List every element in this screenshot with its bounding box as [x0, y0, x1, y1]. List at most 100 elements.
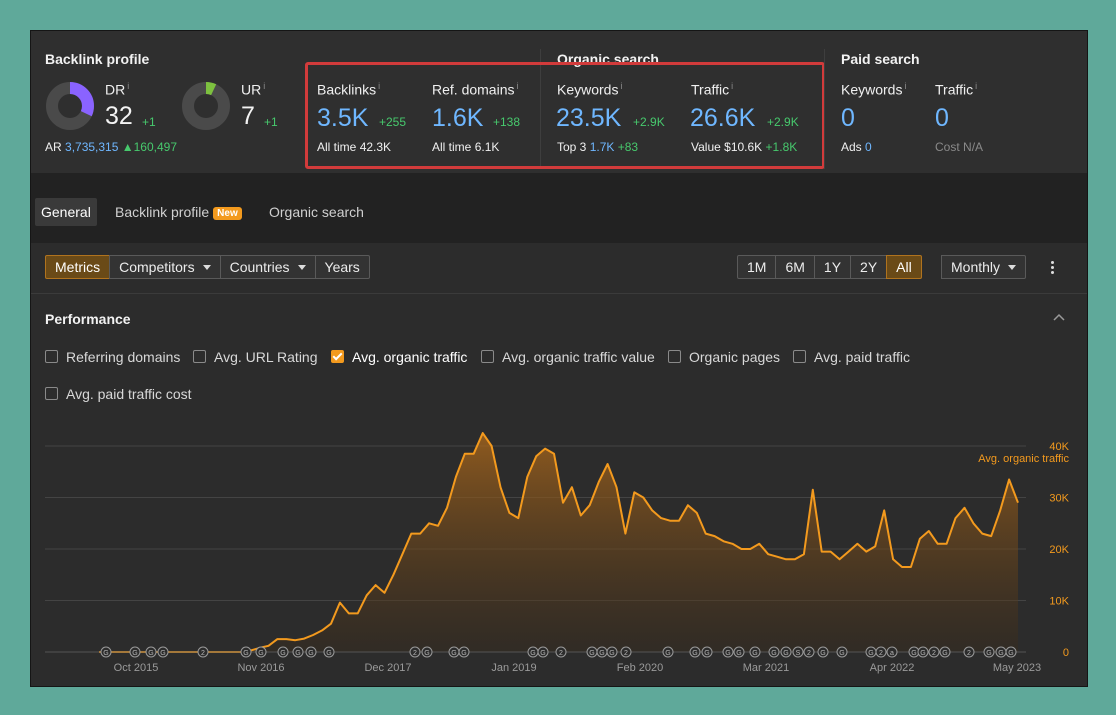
event-marker-label: G [752, 650, 757, 657]
event-marker-label: 2 [201, 650, 205, 657]
y-tick-label: 20K [1049, 544, 1069, 556]
event-marker [458, 646, 470, 658]
paid-keywords-value[interactable]: 0 [841, 104, 855, 132]
event-marker [555, 646, 567, 658]
dr-donut-chart [46, 82, 94, 130]
event-marker-label: G [1008, 650, 1013, 657]
event-marker [749, 646, 761, 658]
metrics-button[interactable]: Metrics [45, 255, 111, 279]
event-marker [409, 646, 421, 658]
ur-donut-arc [182, 82, 230, 130]
checkbox-avg-paid-traffic[interactable]: Avg. paid traffic [793, 349, 910, 365]
checkbox-organic-pages[interactable]: Organic pages [668, 349, 780, 365]
backlinks-delta: +255 [379, 115, 407, 129]
more-options-icon[interactable] [1045, 259, 1059, 277]
event-marker-label: 2 [932, 650, 936, 657]
countries-dropdown[interactable]: Countries [219, 255, 316, 279]
event-marker-label: G [665, 650, 670, 657]
event-marker-label: G [243, 650, 248, 657]
event-marker-label: G [839, 650, 844, 657]
event-marker-label: G [424, 650, 429, 657]
backlinks-value[interactable]: 3.5K [317, 104, 369, 132]
organic-traffic-delta: +2.9K [767, 115, 799, 129]
organic-traffic-value-row: Value $10.6K +1.8K [691, 140, 798, 154]
event-marker-label: G [820, 650, 825, 657]
x-tick-label: Nov 2016 [237, 662, 284, 674]
paid-ads: Ads 0 [841, 140, 872, 154]
checkbox-avg-paid-traffic-cost[interactable]: Avg. paid traffic cost [45, 386, 192, 402]
y-tick-label: 40K [1049, 441, 1069, 453]
range-2y-button[interactable]: 2Y [850, 255, 888, 279]
event-marker [240, 646, 252, 658]
competitors-dropdown[interactable]: Competitors [109, 255, 221, 279]
highlight-box [305, 62, 825, 169]
paid-search-title: Paid search [841, 51, 920, 67]
info-icon: i [378, 81, 381, 91]
years-button[interactable]: Years [314, 255, 370, 279]
info-icon: i [975, 81, 978, 91]
checkbox-avg-url-rating[interactable]: Avg. URL Rating [193, 349, 318, 365]
tab-backlink-profile[interactable]: Backlink profile New [115, 204, 242, 220]
organic-keywords-value[interactable]: 23.5K [556, 104, 622, 132]
event-marker [157, 646, 169, 658]
performance-title: Performance [45, 311, 131, 327]
event-marker [836, 646, 848, 658]
checkbox-referring-domains[interactable]: Referring domains [45, 349, 180, 365]
tab-bar: General Backlink profile New Organic sear… [31, 173, 1087, 243]
ref-domains-label: Ref. domains i [432, 81, 519, 98]
ref-domains-value[interactable]: 1.6K [432, 104, 484, 132]
range-1m-button[interactable]: 1M [737, 255, 777, 279]
event-marker-label: G [103, 650, 108, 657]
chevron-down-icon [1008, 265, 1017, 270]
event-marker-label: G [771, 650, 776, 657]
paid-traffic-value[interactable]: 0 [935, 104, 949, 132]
event-marker-label: G [998, 650, 1003, 657]
event-marker [875, 646, 887, 658]
paid-keywords-label: Keywords i [841, 81, 907, 98]
backlink-profile-title: Backlink profile [45, 51, 150, 67]
x-tick-label: Oct 2015 [114, 662, 159, 674]
dr-delta: +1 [142, 115, 156, 129]
info-icon: i [263, 81, 266, 91]
chevron-up-icon[interactable] [1053, 312, 1065, 324]
info-icon: i [127, 81, 130, 91]
backlinks-all-time: All time 42.3K [317, 140, 392, 154]
tab-organic-search[interactable]: Organic search [269, 204, 364, 220]
event-marker [722, 646, 734, 658]
event-marker-label: 2 [624, 650, 628, 657]
event-marker [277, 646, 289, 658]
ref-domains-all-time: All time 6.1K [432, 140, 500, 154]
event-marker [780, 646, 792, 658]
organic-keywords-label: Keywords i [557, 81, 623, 98]
event-marker [983, 646, 995, 658]
section-divider [540, 49, 541, 169]
event-marker [939, 646, 951, 658]
ar-value[interactable]: 3,735,315 [65, 140, 119, 154]
event-marker-label: 2 [879, 650, 883, 657]
organic-keywords-delta: +2.9K [633, 115, 665, 129]
ur-value: 7 [241, 102, 255, 130]
view-mode-group: Metrics Competitors Countries Years [45, 255, 370, 279]
checkbox-avg-organic-traffic[interactable]: Avg. organic traffic [331, 349, 467, 365]
event-marker-label: G [920, 650, 925, 657]
interval-dropdown[interactable]: Monthly [941, 255, 1027, 279]
x-tick-label: Jan 2019 [491, 662, 536, 674]
event-marker-label: G [986, 650, 991, 657]
organic-traffic-label: Traffic i [691, 81, 734, 98]
range-1y-button[interactable]: 1Y [813, 255, 852, 279]
tab-general[interactable]: General [35, 198, 97, 226]
event-marker-label: G [599, 650, 604, 657]
event-marker-label: a [890, 650, 894, 657]
checkbox-avg-organic-traffic-value[interactable]: Avg. organic traffic value [481, 349, 655, 365]
organic-traffic-value[interactable]: 26.6K [690, 104, 756, 132]
event-marker [129, 646, 141, 658]
event-marker-label: 2 [559, 650, 563, 657]
event-marker [928, 646, 940, 658]
ar-delta: ▲160,497 [121, 140, 178, 154]
event-marker [255, 646, 267, 658]
ar-row: AR 3,735,315 ▲160,497 [45, 140, 178, 154]
event-marker [963, 646, 975, 658]
range-all-button[interactable]: All [886, 255, 922, 279]
range-6m-button[interactable]: 6M [775, 255, 815, 279]
info-icon: i [731, 81, 734, 91]
